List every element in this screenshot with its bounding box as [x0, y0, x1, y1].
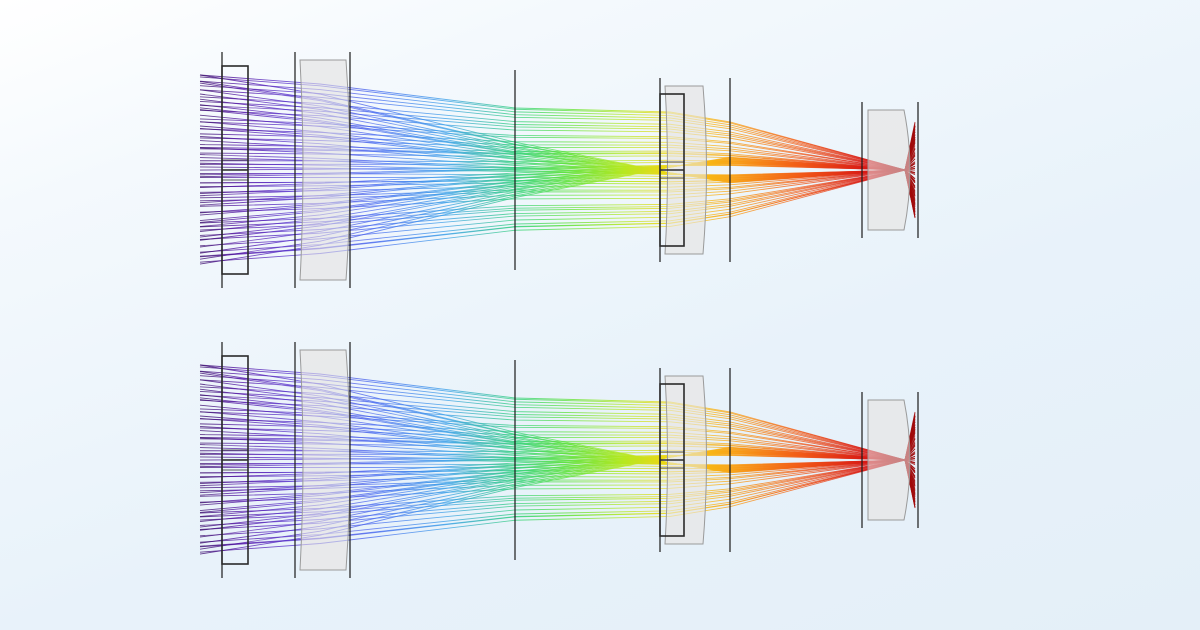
lens-element	[300, 350, 350, 570]
optical-system-top	[200, 52, 918, 288]
lens-element	[868, 400, 910, 520]
optical-system-bottom	[200, 342, 918, 578]
lens-element	[300, 60, 350, 280]
optical-diagram	[0, 0, 1200, 630]
lens-element	[868, 110, 910, 230]
